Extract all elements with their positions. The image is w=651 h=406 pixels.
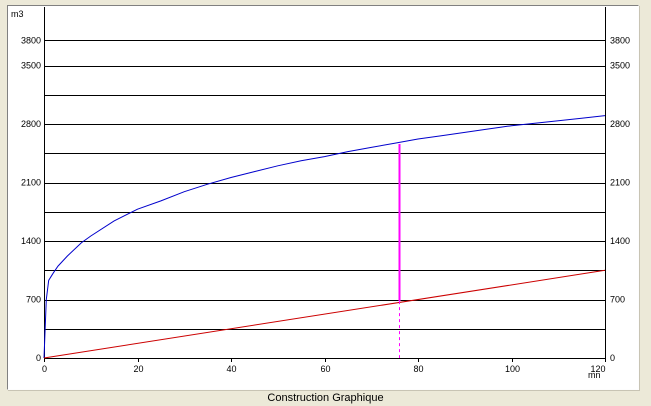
y-tick-label-left-1400: 1400: [21, 236, 41, 246]
x-tick-label-40: 40: [226, 364, 236, 374]
x-tick-label-100: 100: [505, 364, 520, 374]
x-tick-label-120: 120: [590, 364, 605, 374]
y-axis-label: m3: [11, 9, 24, 19]
y-tick-label-right-3800: 3800: [610, 35, 630, 45]
y-tick-label-right-1400: 1400: [610, 236, 630, 246]
y-tick-label-right-3500: 3500: [610, 61, 630, 71]
series-layer: [43, 115, 606, 359]
y-tick-label-right-2800: 2800: [610, 119, 630, 129]
y-tick-label-right-700: 700: [610, 295, 625, 305]
x-tick-label-80: 80: [413, 364, 423, 374]
gridlines: [44, 40, 605, 359]
y-tick-label-left-3800: 3800: [21, 35, 41, 45]
x-tick-label-0: 0: [42, 364, 47, 374]
x-tick-label-20: 20: [133, 364, 143, 374]
y-tick-label-left-2100: 2100: [21, 178, 41, 188]
chart-caption: Construction Graphique: [267, 392, 384, 404]
y-tick-label-left-3500: 3500: [21, 61, 41, 71]
x-tick-label-60: 60: [320, 364, 330, 374]
x-axis-label: mn: [588, 370, 601, 380]
series-line-1: [43, 115, 606, 359]
y-tick-label-left-2800: 2800: [21, 119, 41, 129]
axes: [44, 7, 606, 362]
y-tick-label-right-2100: 2100: [610, 178, 630, 188]
series-line-2: [43, 269, 606, 359]
y-tick-label-right-0: 0: [610, 353, 615, 363]
y-tick-label-left-0: 0: [36, 353, 41, 363]
y-tick-label-left-700: 700: [26, 295, 41, 305]
chart-panel: 0 20 40 60 80 100 120 0 0 700 700 1400 1400 2100 2100 2…: [7, 5, 639, 390]
